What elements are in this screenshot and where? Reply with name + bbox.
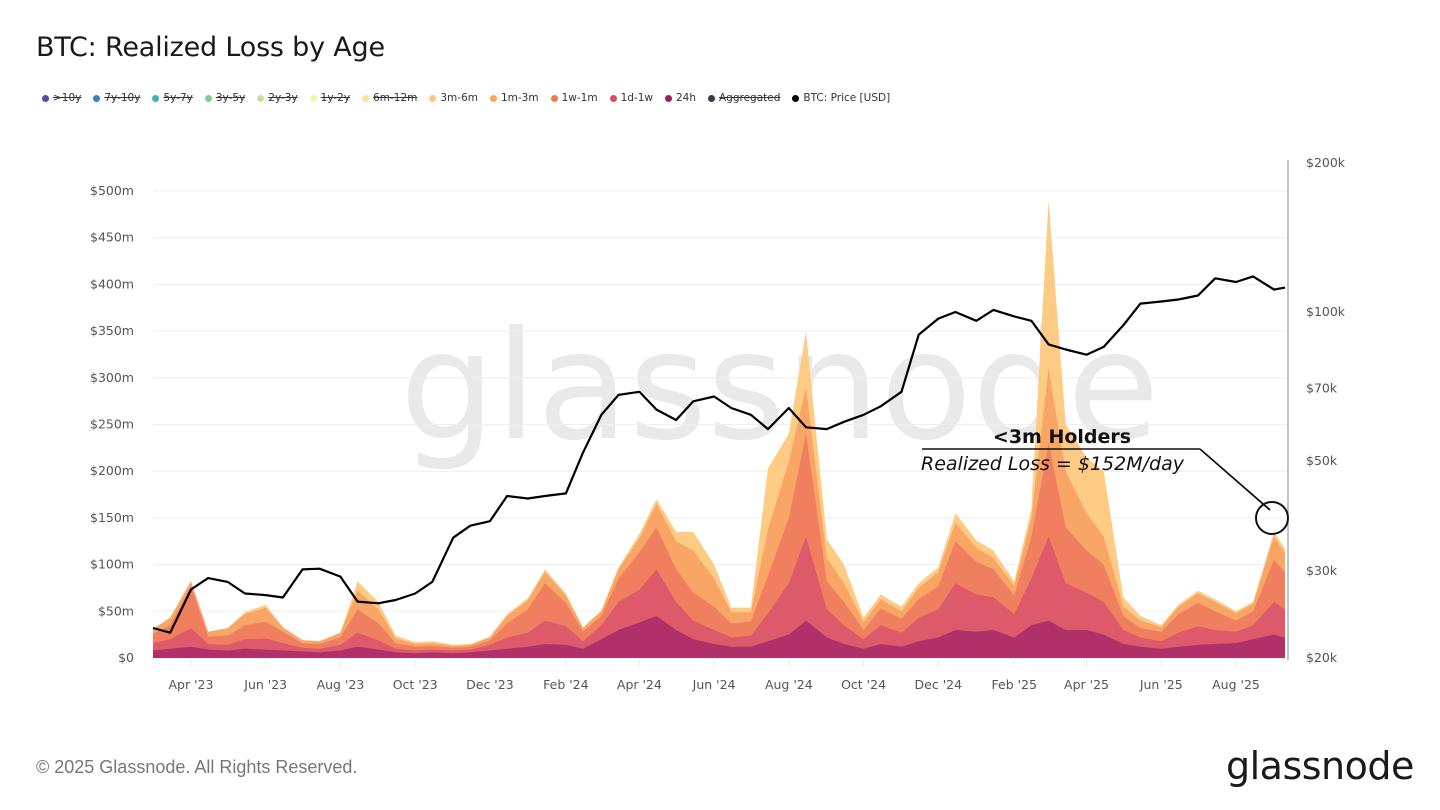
y-tick-label: $500m [90,183,134,198]
y-tick-label: $100m [90,557,134,572]
x-tick-label: Aug '25 [1212,677,1260,692]
legend-dot-icon [152,94,160,102]
legend-label: 24h [675,92,696,104]
x-tick-label: Oct '23 [393,677,438,692]
y-tick-label: $450m [90,230,134,245]
stacked-areas [153,200,1285,659]
x-tick-label: Apr '25 [1064,677,1109,692]
area-1w-1m [153,433,1285,658]
legend-label: 3y-5y [215,92,246,104]
annotation-pointer [1199,448,1271,511]
annotation-title: <3m Holders [993,426,1131,448]
legend-item-1w-1m[interactable]: 1w-1m [550,92,598,104]
legend-dot-icon [489,94,497,102]
legend-label: 1m-3m [500,92,539,104]
x-tick-label: Feb '25 [992,677,1037,692]
annotation-subtitle: Realized Loss = $152M/day [921,453,1185,475]
legend-dot-icon [42,94,49,102]
legend-dot-icon [309,94,317,102]
x-tick-label: Apr '24 [617,677,662,692]
legend-label: 2y-3y [268,92,298,104]
x-tick-label: Apr '23 [169,677,214,692]
y-tick-label: $400m [90,276,134,291]
y-tick-label: $350m [90,323,134,338]
x-tick-label: Aug '23 [317,677,365,692]
legend-dot-icon [429,94,437,102]
y-tick-label: $0 [118,650,134,665]
area-1d-1w [153,536,1285,658]
y2-tick-label: $200k [1306,155,1346,170]
brand-logo: glassnode [1226,744,1414,788]
legend-label: 1d-1w [620,92,653,104]
legend-dot-icon [257,94,265,102]
x-tick-label: Jun '23 [243,677,287,692]
legend-item-btc-price-usd-[interactable]: BTC: Price [USD] [792,92,890,104]
btc-price-line [152,275,1286,634]
legend-label: 7y-10y [104,92,141,104]
y-tick-label: $250m [90,417,134,432]
legend-item-3m-6m[interactable]: 3m-6m [429,92,478,104]
legend-dot-icon [550,94,558,102]
x-axis: Apr '23 Jun '23 Aug '23 Oct '23 Dec '23 Feb '… [169,660,1260,692]
legend-item--10y[interactable]: >10y [42,92,81,104]
y2-tick-label: $70k [1306,381,1338,396]
y2-tick-label: $50k [1306,453,1338,468]
x-tick-label: Oct '24 [841,677,886,692]
legend-item-24h[interactable]: 24h [664,92,696,104]
x-tick-label: Dec '23 [466,677,514,692]
copyright: © 2025 Glassnode. All Rights Reserved. [36,757,358,777]
annotation-circle [1255,501,1289,535]
legend-item-1y-2y[interactable]: 1y-2y [309,92,351,104]
legend-dot-icon [362,94,370,102]
y-tick-label: $300m [90,370,134,385]
chart-title: BTC: Realized Loss by Age [36,32,385,63]
legend-item-aggregated[interactable]: Aggregated [707,92,781,104]
x-tick-label: Aug '24 [765,677,813,692]
legend-dot-icon [93,94,101,102]
y-axis-left: $0 $50m $100m $150m $200m $250m $300m $350m $400… [90,183,134,665]
y2-tick-label: $30k [1306,563,1338,578]
legend-item-1d-1w[interactable]: 1d-1w [609,92,653,104]
x-tick-label: Dec '24 [915,677,963,692]
watermark: glassnode [400,300,1159,474]
y2-tick-label: $20k [1306,650,1338,665]
y2-tick-label: $100k [1306,304,1346,319]
y-tick-label: $150m [90,510,134,525]
legend-label: 5y-7y [163,92,193,104]
legend-label: 3m-6m [440,92,478,104]
y-tick-label: $50m [98,603,134,618]
legend-label: Aggregated [718,92,781,104]
legend-item-5y-7y[interactable]: 5y-7y [152,92,193,104]
legend-item-7y-10y[interactable]: 7y-10y [93,92,140,104]
y-axis-right: $20k $30k $50k $70k $100k $200k [1306,155,1346,665]
legend-dot-icon [707,94,715,102]
legend-item-3y-5y[interactable]: 3y-5y [204,92,246,104]
y-tick-label: $200m [90,463,134,478]
legend-item-2y-3y[interactable]: 2y-3y [257,92,298,104]
chart-legend: >10y 7y-10y 5y-7y 3y-5y 2y-3y 1y-2y 6m-12m 3m-6… [42,92,902,104]
x-tick-label: Jun '25 [1139,677,1183,692]
legend-item-1m-3m[interactable]: 1m-3m [489,92,539,104]
legend-dot-icon [792,94,800,102]
legend-dot-icon [609,94,617,102]
x-tick-label: Feb '24 [543,677,588,692]
legend-label: 1y-2y [320,92,351,104]
legend-dot-icon [204,94,212,102]
legend-label: 6m-12m [373,92,418,104]
x-tick-label: Jun '24 [692,677,736,692]
area-24h [153,616,1285,658]
legend-dot-icon [664,94,672,102]
legend-label: BTC: Price [USD] [803,92,891,104]
legend-label: 1w-1m [561,92,598,104]
annotation: <3m Holders Realized Loss = $152M/day [921,426,1289,535]
legend-label: >10y [53,92,82,104]
legend-item-6m-12m[interactable]: 6m-12m [362,92,417,104]
